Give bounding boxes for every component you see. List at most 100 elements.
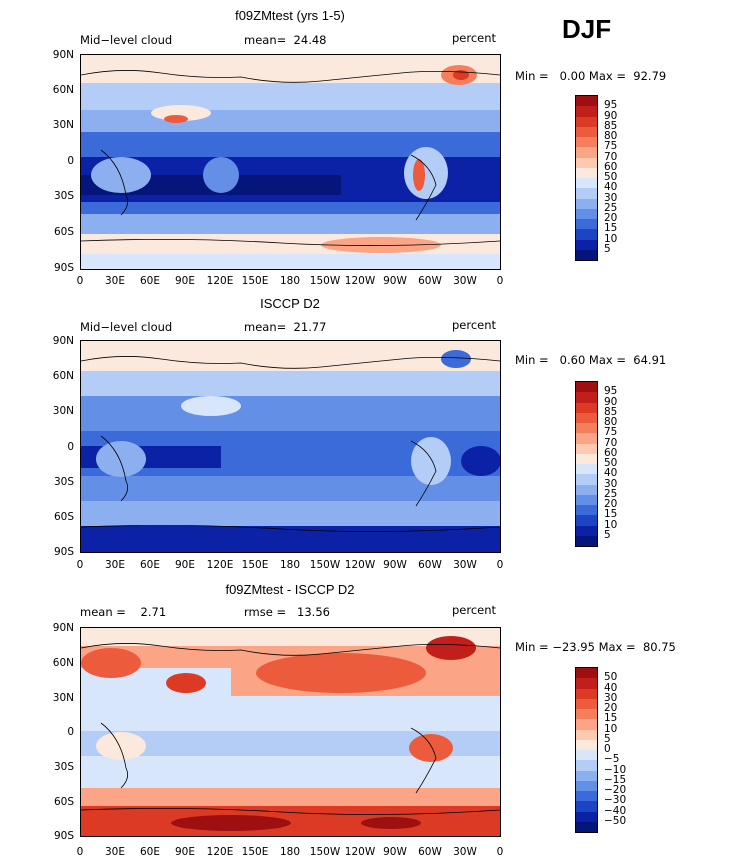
- colorbar-swatch: [576, 412, 597, 423]
- colorbar-tick-label: 30: [604, 191, 618, 204]
- lat-tick-label: 90S: [53, 262, 74, 274]
- lat-tick-label: 90N: [52, 335, 74, 347]
- panel-left-label: Mid−level cloud: [80, 320, 173, 334]
- colorbar-swatch: [576, 739, 597, 750]
- colorbar-tick-label: 20: [604, 498, 618, 510]
- colorbar-tick-label: 70: [604, 150, 618, 163]
- lat-tick-label: 90N: [52, 622, 74, 634]
- colorbar-tick-label: 20: [604, 702, 618, 714]
- lon-tick-label: 0: [76, 559, 84, 571]
- lon-tick-label: 0: [496, 846, 504, 858]
- lon-tick-label: 120W: [344, 559, 376, 571]
- lat-tick-label: 30S: [53, 761, 74, 773]
- lon-tick-label: 180: [279, 559, 301, 571]
- panel-units-label: percent: [452, 603, 497, 617]
- colorbar-swatch: [576, 821, 597, 832]
- colorbar-tick-label: −50: [604, 814, 627, 827]
- lon-tick-label: 60E: [140, 559, 160, 571]
- min-max-label: Min = 0.60 Max = 64.91: [515, 353, 667, 367]
- colorbar-swatch: [576, 505, 597, 516]
- colorbar-tick-label: 75: [604, 140, 618, 153]
- colorbar-swatch: [576, 811, 597, 822]
- panel-title: f09ZMtest (yrs 1-5): [235, 8, 345, 23]
- lon-tick-label: 0: [76, 275, 84, 287]
- colorbar-swatch: [576, 709, 597, 720]
- colorbar-tick-label: 15: [604, 712, 618, 725]
- lat-tick-label: 60N: [52, 84, 74, 96]
- colorbar-tick-label: −20: [604, 784, 627, 796]
- colorbar-tick-label: −15: [604, 773, 627, 786]
- lat-tick-label: 0: [67, 726, 74, 738]
- lat-tick-label: 90S: [53, 546, 74, 558]
- colorbar-swatch: [576, 494, 597, 505]
- colorbar-tick-label: 85: [604, 119, 618, 132]
- colorbar-tick-label: 60: [604, 446, 618, 459]
- colorbar: [575, 381, 598, 547]
- colorbar-tick-label: 25: [604, 201, 618, 214]
- colorbar-swatch: [576, 443, 597, 454]
- colorbar-swatch: [576, 106, 597, 117]
- season-label: DJF: [562, 14, 612, 44]
- lon-tick-label: 150W: [309, 559, 341, 571]
- panel-mean-label: mean= 24.48: [244, 33, 327, 47]
- colorbar-swatch: [576, 453, 597, 464]
- colorbar-swatch: [576, 515, 597, 526]
- lat-tick-label: 90N: [52, 49, 74, 61]
- colorbar-tick-label: 10: [604, 232, 618, 245]
- colorbar-swatch: [576, 178, 597, 189]
- colorbar-tick-label: 95: [604, 385, 618, 398]
- colorbar-swatch: [576, 535, 597, 546]
- colorbar-tick-label: 30: [604, 691, 618, 704]
- panel-units-label: percent: [452, 318, 497, 332]
- colorbar-tick-label: 85: [604, 405, 618, 418]
- colorbar-tick-label: 80: [604, 130, 618, 142]
- lat-tick-label: 30S: [53, 190, 74, 202]
- colorbar-swatch: [576, 249, 597, 260]
- colorbar-swatch: [576, 780, 597, 791]
- colorbar-tick-label: −10: [604, 763, 627, 776]
- lon-tick-label: 60W: [418, 275, 442, 287]
- lon-tick-label: 60W: [418, 559, 442, 571]
- colorbar-swatch: [576, 484, 597, 495]
- colorbar-tick-label: 15: [604, 508, 618, 521]
- colorbar-swatch: [576, 96, 597, 107]
- colorbar-swatch: [576, 157, 597, 168]
- lon-tick-label: 90E: [175, 846, 195, 858]
- colorbar-tick-label: 90: [604, 109, 618, 122]
- colorbar-swatch: [576, 116, 597, 127]
- colorbar-tick-label: 5: [604, 528, 611, 541]
- lon-tick-label: 90W: [383, 846, 407, 858]
- lon-tick-label: 180: [279, 275, 301, 287]
- lon-tick-label: 150E: [241, 275, 269, 287]
- cloud-field-map: [81, 55, 500, 269]
- colorbar-swatch: [576, 525, 597, 536]
- colorbar-tick-label: 40: [604, 181, 618, 194]
- colorbar-swatch: [576, 474, 597, 485]
- lon-tick-label: 0: [496, 559, 504, 571]
- lon-tick-label: 0: [496, 275, 504, 287]
- lon-tick-label: 30E: [105, 846, 125, 858]
- colorbar-swatch: [576, 188, 597, 199]
- colorbar-swatch: [576, 464, 597, 475]
- lon-tick-label: 90W: [383, 559, 407, 571]
- cloud-field-map: [81, 628, 500, 836]
- map-plot: [80, 54, 501, 270]
- colorbar-tick-label: 5: [604, 732, 611, 745]
- colorbar-tick-label: 10: [604, 722, 618, 735]
- lat-tick-label: 0: [67, 441, 74, 453]
- colorbar-swatch: [576, 770, 597, 781]
- lon-tick-label: 90E: [175, 275, 195, 287]
- colorbar-tick-label: 75: [604, 426, 618, 439]
- colorbar-swatch: [576, 719, 597, 730]
- colorbar-swatch: [576, 791, 597, 802]
- lon-tick-label: 150E: [241, 559, 269, 571]
- lon-tick-label: 30W: [453, 275, 477, 287]
- lat-tick-label: 30S: [53, 476, 74, 488]
- panel-left-label: mean = 2.71: [80, 605, 167, 619]
- lon-tick-label: 120E: [206, 559, 234, 571]
- colorbar-tick-label: 60: [604, 160, 618, 173]
- colorbar-tick-label: −40: [604, 804, 627, 817]
- lon-tick-label: 30E: [105, 559, 125, 571]
- colorbar-tick-label: 40: [604, 467, 618, 480]
- lon-tick-label: 0: [76, 846, 84, 858]
